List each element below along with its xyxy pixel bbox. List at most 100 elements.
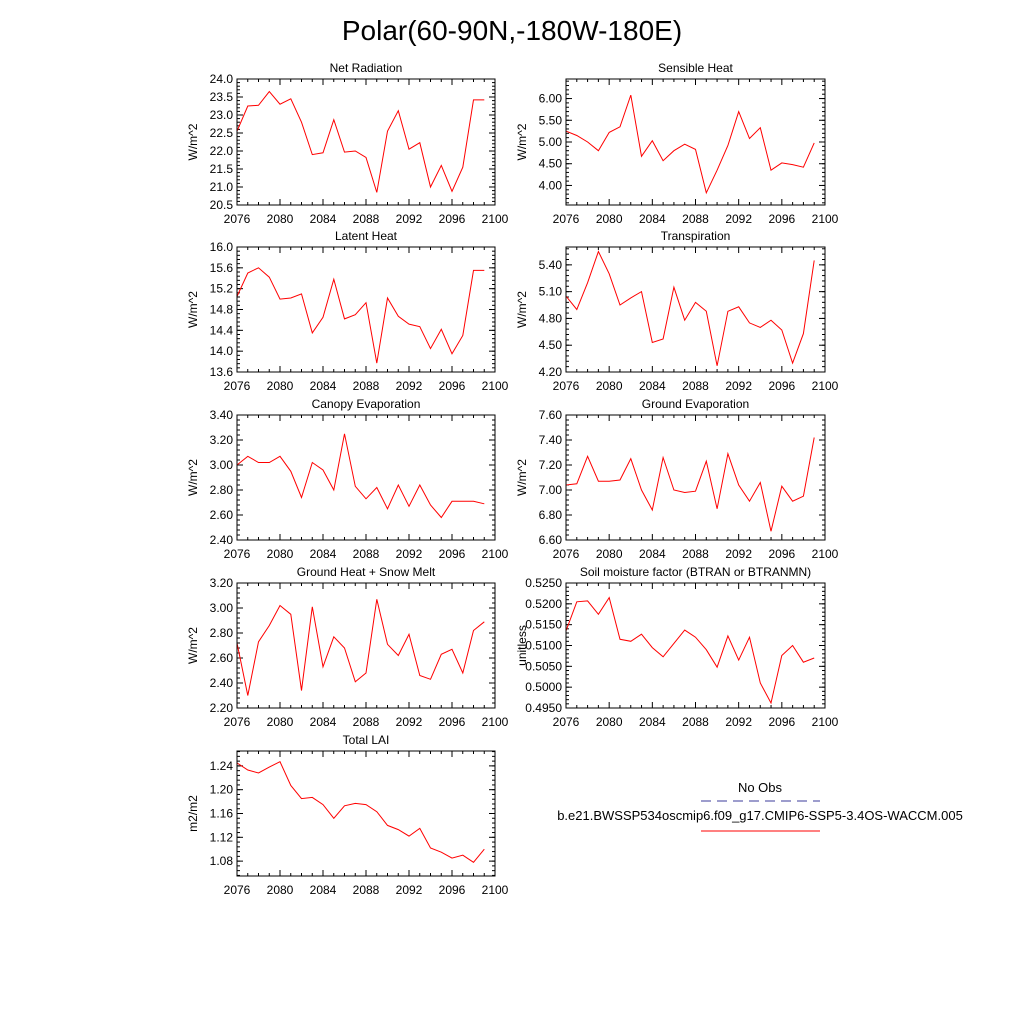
y-tick-label: 1.24 bbox=[210, 759, 234, 773]
x-tick-label: 2096 bbox=[768, 212, 795, 226]
y-axis-label: W/m^2 bbox=[186, 123, 200, 160]
x-tick-label: 2080 bbox=[267, 379, 294, 393]
x-tick-label: 2076 bbox=[553, 212, 580, 226]
x-tick-label: 2084 bbox=[310, 547, 337, 561]
panel-title: Latent Heat bbox=[335, 229, 398, 243]
y-tick-label: 23.5 bbox=[210, 90, 234, 104]
plot-frame bbox=[565, 582, 826, 709]
x-tick-label: 2080 bbox=[596, 212, 623, 226]
y-tick-label: 0.5200 bbox=[525, 597, 562, 611]
x-tick-label: 2092 bbox=[396, 883, 423, 897]
x-tick-label: 2076 bbox=[553, 715, 580, 729]
y-axis-label: W/m^2 bbox=[515, 291, 529, 328]
y-tick-label: 4.50 bbox=[539, 338, 563, 352]
x-tick-label: 2096 bbox=[768, 547, 795, 561]
x-tick-label: 2100 bbox=[812, 547, 839, 561]
y-tick-label: 4.80 bbox=[539, 311, 563, 325]
series-line-ground-evaporation bbox=[566, 437, 815, 532]
x-tick-label: 2088 bbox=[353, 379, 380, 393]
plot-frame bbox=[236, 582, 496, 709]
y-tick-label: 1.20 bbox=[210, 783, 234, 797]
y-tick-label: 2.40 bbox=[210, 676, 234, 690]
x-tick-label: 2080 bbox=[267, 212, 294, 226]
x-tick-label: 2088 bbox=[682, 715, 709, 729]
x-tick-label: 2080 bbox=[267, 715, 294, 729]
y-tick-label: 4.00 bbox=[539, 178, 563, 192]
x-tick-label: 2088 bbox=[682, 379, 709, 393]
plot-frame bbox=[236, 414, 496, 541]
x-tick-label: 2076 bbox=[553, 379, 580, 393]
y-tick-label: 15.6 bbox=[210, 261, 234, 275]
x-tick-label: 2084 bbox=[639, 212, 666, 226]
panel-title: Total LAI bbox=[343, 733, 390, 747]
x-tick-label: 2100 bbox=[812, 715, 839, 729]
y-axis-label: W/m^2 bbox=[186, 627, 200, 664]
x-tick-label: 2100 bbox=[482, 379, 509, 393]
y-tick-label: 15.2 bbox=[210, 282, 234, 296]
y-tick-label: 0.5250 bbox=[525, 576, 562, 590]
y-tick-label: 5.10 bbox=[539, 285, 563, 299]
y-axis-label: W/m^2 bbox=[515, 459, 529, 496]
x-tick-label: 2088 bbox=[353, 547, 380, 561]
y-tick-label: 0.5050 bbox=[525, 659, 562, 673]
y-tick-label: 3.40 bbox=[210, 408, 234, 422]
panel-title: Soil moisture factor (BTRAN or BTRANMN) bbox=[580, 565, 811, 579]
x-tick-label: 2100 bbox=[482, 883, 509, 897]
y-tick-label: 22.5 bbox=[210, 126, 234, 140]
x-tick-label: 2084 bbox=[310, 883, 337, 897]
x-tick-label: 2080 bbox=[596, 715, 623, 729]
x-tick-label: 2088 bbox=[353, 212, 380, 226]
x-tick-label: 2076 bbox=[224, 547, 251, 561]
y-tick-label: 22.0 bbox=[210, 144, 234, 158]
y-tick-label: 2.80 bbox=[210, 626, 234, 640]
x-tick-label: 2080 bbox=[596, 379, 623, 393]
y-tick-label: 7.20 bbox=[539, 458, 563, 472]
y-tick-label: 3.20 bbox=[210, 576, 234, 590]
y-tick-label: 7.00 bbox=[539, 483, 563, 497]
panel-ground-evaporation: 6.60 6.80 7.00 7.20 7.40 7.60 2076 2080 2084 2088… bbox=[515, 397, 839, 561]
y-tick-label: 6.60 bbox=[539, 533, 563, 547]
x-tick-label: 2088 bbox=[353, 715, 380, 729]
x-tick-label: 2084 bbox=[639, 547, 666, 561]
y-tick-label: 1.08 bbox=[210, 854, 234, 868]
y-tick-label: 21.5 bbox=[210, 162, 234, 176]
y-axis-label: m2/m2 bbox=[186, 795, 200, 832]
y-tick-label: 7.60 bbox=[539, 408, 563, 422]
x-tick-label: 2088 bbox=[682, 547, 709, 561]
x-tick-label: 2084 bbox=[310, 212, 337, 226]
x-tick-label: 2096 bbox=[439, 715, 466, 729]
x-tick-label: 2080 bbox=[267, 883, 294, 897]
x-tick-label: 2088 bbox=[682, 212, 709, 226]
y-tick-label: 4.20 bbox=[539, 365, 563, 379]
x-tick-label: 2100 bbox=[812, 212, 839, 226]
y-tick-label: 0.5150 bbox=[525, 618, 562, 632]
panel-latent-heat: 13.6 14.0 14.4 14.8 15.2 15.6 16.0 2076 2080 2084… bbox=[186, 229, 509, 393]
panel-ground-heat-snow-melt: 2.20 2.40 2.60 2.80 3.00 3.20 2076 2080 2084 2088… bbox=[186, 565, 509, 729]
x-tick-label: 2092 bbox=[396, 715, 423, 729]
x-tick-label: 2076 bbox=[224, 883, 251, 897]
x-tick-label: 2096 bbox=[439, 212, 466, 226]
y-tick-label: 6.00 bbox=[539, 92, 563, 106]
y-tick-label: 13.6 bbox=[210, 365, 234, 379]
y-axis-label: W/m^2 bbox=[186, 291, 200, 328]
x-tick-label: 2092 bbox=[725, 212, 752, 226]
y-tick-label: 1.16 bbox=[210, 807, 234, 821]
y-tick-label: 3.20 bbox=[210, 433, 234, 447]
x-tick-label: 2100 bbox=[812, 379, 839, 393]
series-line-sensible-heat bbox=[566, 94, 815, 195]
y-tick-label: 0.5100 bbox=[525, 639, 562, 653]
panel-canopy-evaporation: 2.40 2.60 2.80 3.00 3.20 3.40 2076 2080 2084 2088… bbox=[186, 397, 509, 561]
panel-title: Canopy Evaporation bbox=[312, 397, 421, 411]
y-tick-label: 23.0 bbox=[210, 108, 234, 122]
x-tick-label: 2100 bbox=[482, 715, 509, 729]
x-tick-label: 2096 bbox=[439, 379, 466, 393]
y-tick-label: 20.5 bbox=[210, 198, 234, 212]
x-tick-label: 2100 bbox=[482, 212, 509, 226]
x-tick-label: 2092 bbox=[396, 547, 423, 561]
y-tick-label: 16.0 bbox=[210, 240, 234, 254]
y-tick-label: 2.20 bbox=[210, 701, 234, 715]
y-tick-label: 14.4 bbox=[210, 323, 234, 337]
y-tick-label: 24.0 bbox=[210, 72, 234, 86]
y-tick-label: 4.50 bbox=[539, 157, 563, 171]
